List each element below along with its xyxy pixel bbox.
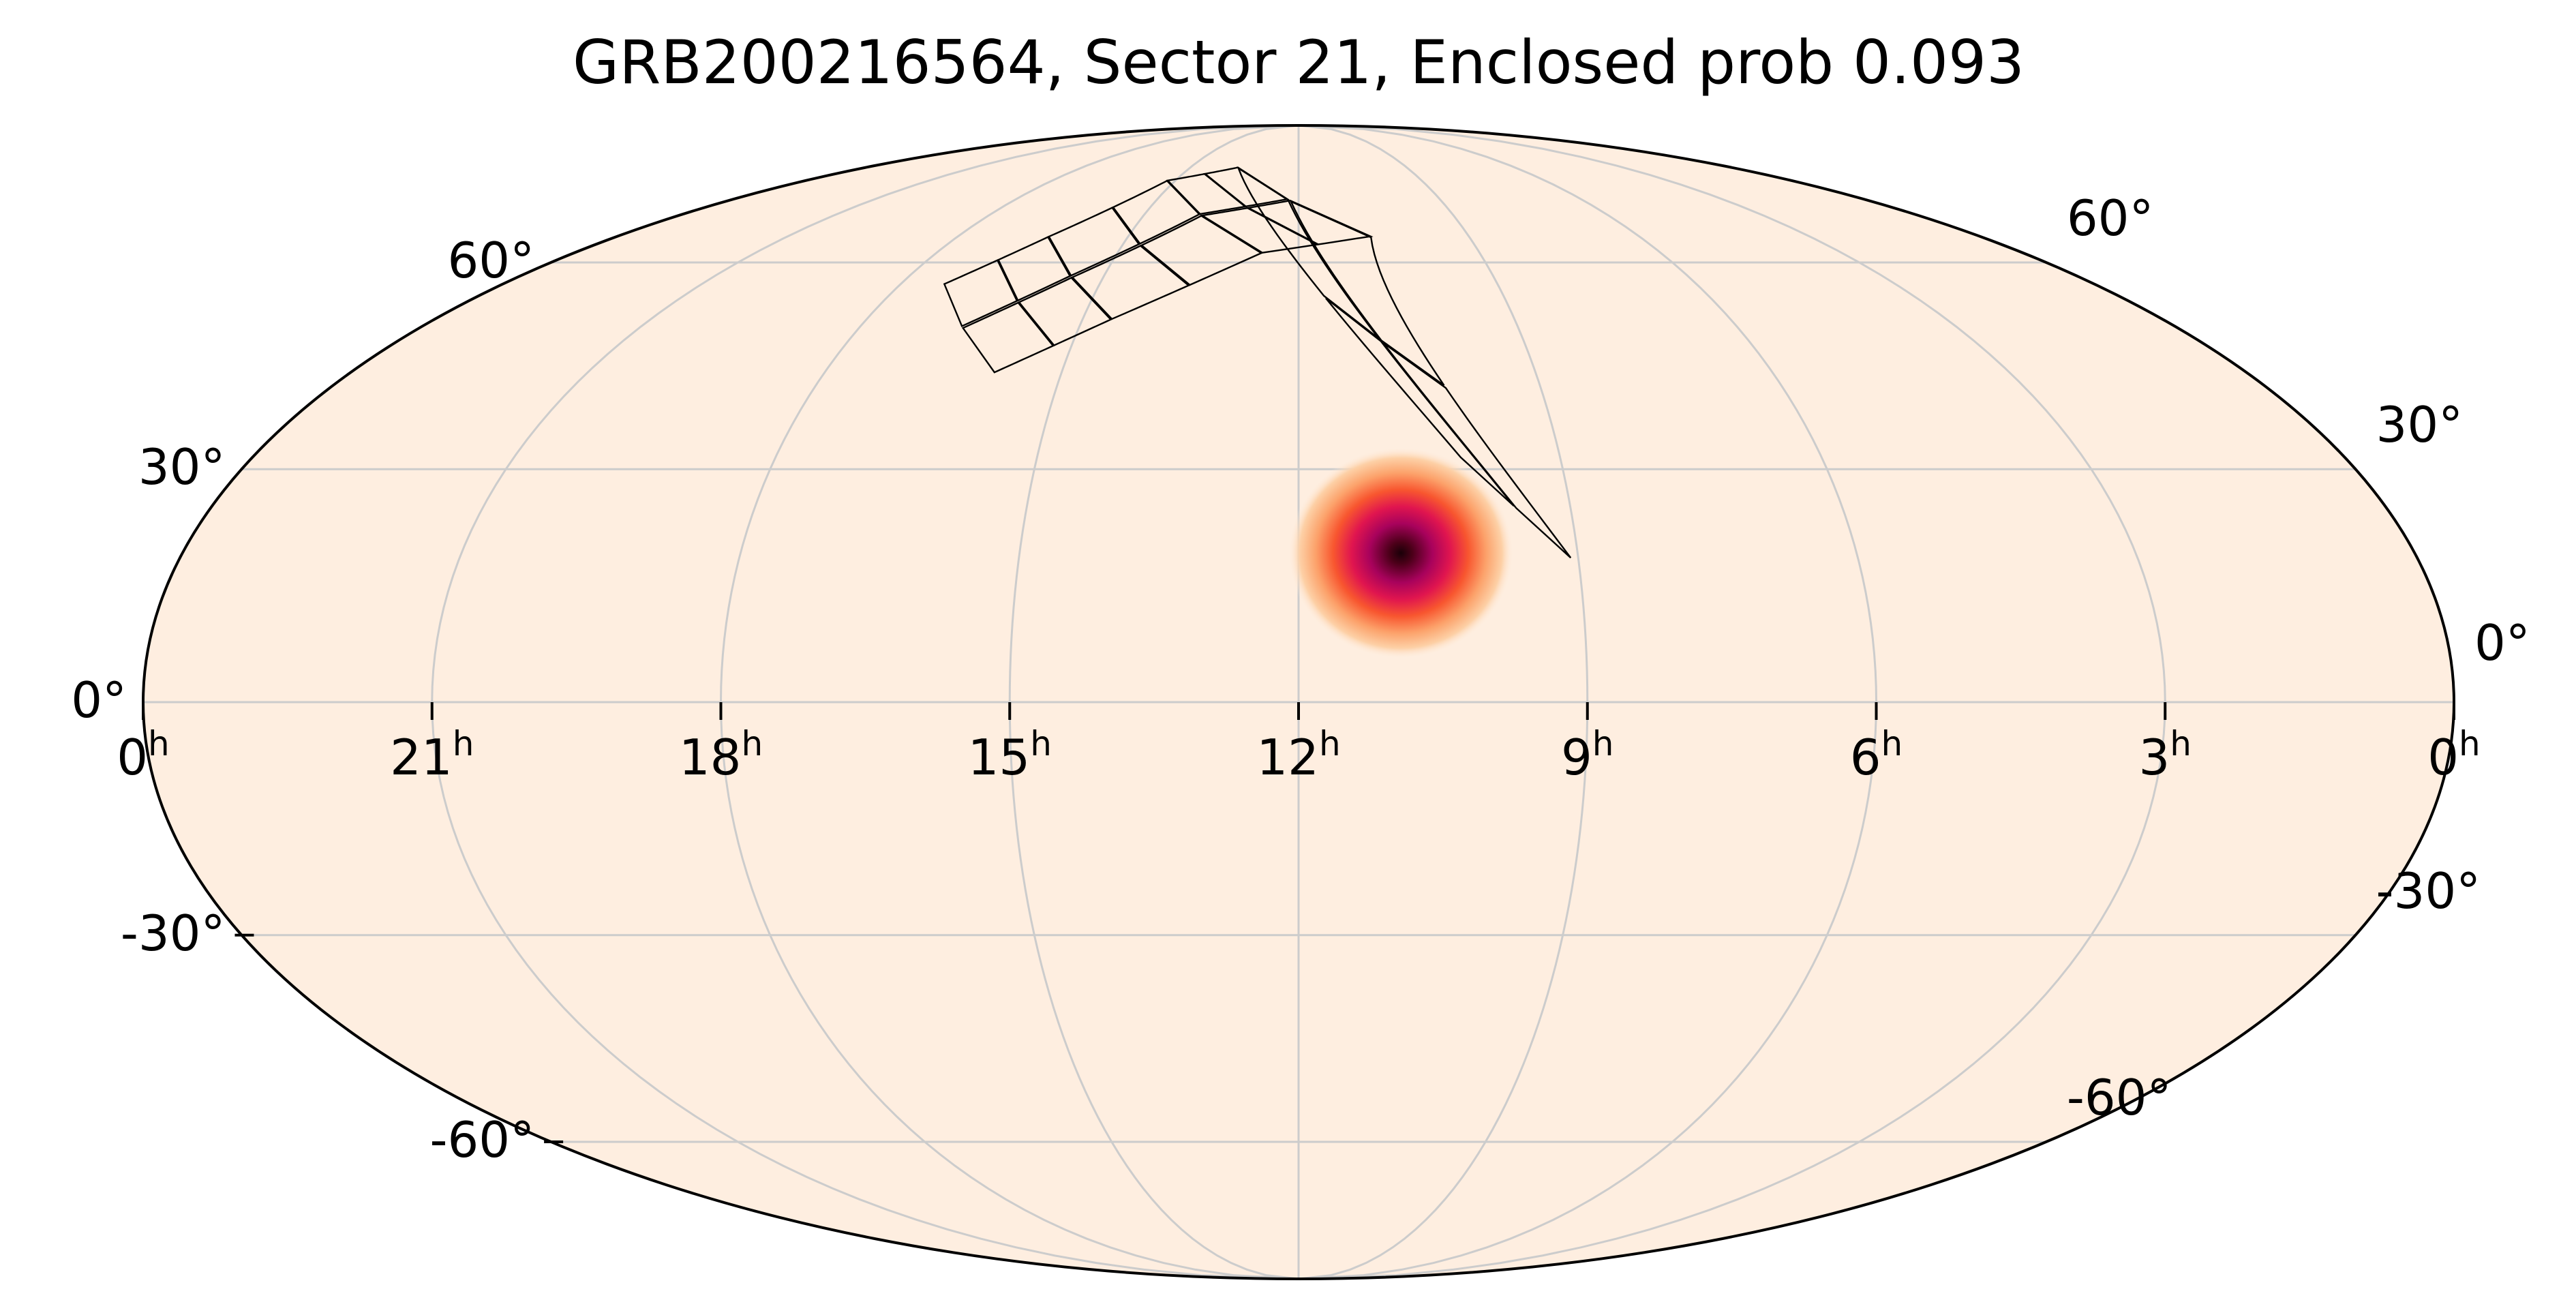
- localization-probability-region: [1288, 447, 1514, 659]
- tess-sector-footprint: [943, 166, 1572, 559]
- dec-label-left: -30°: [121, 905, 226, 962]
- dec-label-left: 30°: [138, 438, 226, 496]
- ccd-outline: [1325, 297, 1515, 507]
- ra-tick-label: 18h: [679, 724, 763, 786]
- dec-label-right: -30°: [2376, 862, 2481, 920]
- dec-label-right: -60°: [2067, 1069, 2172, 1126]
- plot-title: GRB200216564, Sector 21, Enclosed prob 0…: [573, 27, 2025, 97]
- ccd-outline: [997, 236, 1072, 302]
- dec-label-left: 60°: [448, 232, 535, 289]
- dec-label-right: 0°: [2474, 614, 2530, 671]
- ccd-outline: [961, 301, 1055, 374]
- ccd-outline: [1048, 207, 1140, 277]
- ccd-outline: [943, 259, 1018, 328]
- dec-axis: 60° 60° 30° 30° 0° 0° -30° -30° -60° -60°: [71, 190, 2530, 1168]
- dec-label-right: 30°: [2376, 396, 2464, 453]
- ccd-outline: [1237, 166, 1380, 339]
- dec-label-right: 60°: [2067, 190, 2154, 247]
- ccd-outline: [1289, 200, 1445, 387]
- dec-label-left: 0°: [71, 671, 127, 729]
- ra-tick-label: 15h: [968, 724, 1052, 786]
- ra-tick-label: 0h: [2427, 724, 2481, 786]
- ccd-outline: [1018, 276, 1112, 347]
- dec-label-left: -60°: [430, 1111, 535, 1168]
- ccd-outline: [1071, 245, 1190, 320]
